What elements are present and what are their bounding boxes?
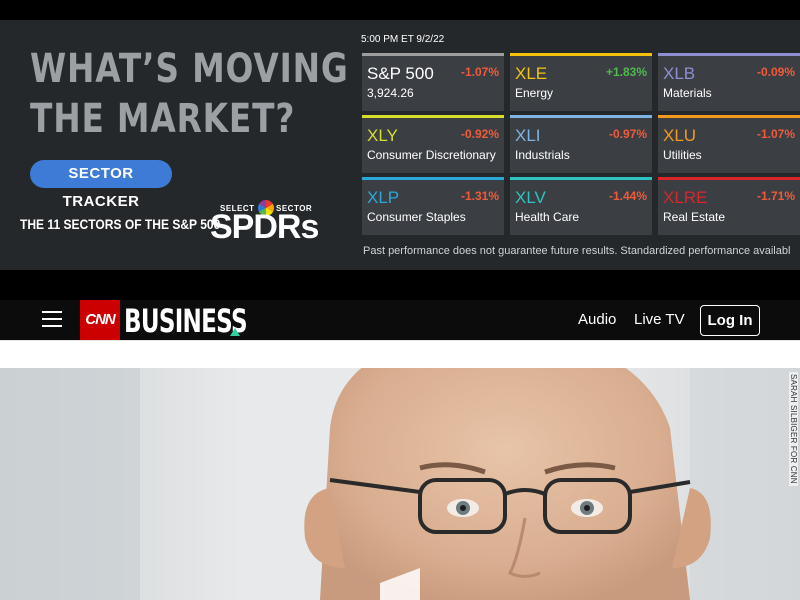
- sector-name: Utilities: [663, 148, 702, 162]
- sector-symbol: XLE: [515, 64, 548, 83]
- sector-change: -1.31%: [460, 189, 499, 203]
- nav-live-tv-link[interactable]: Live TV: [634, 311, 685, 328]
- sector-symbol: XLU: [663, 126, 697, 145]
- sector-symbol: XLB: [663, 64, 696, 83]
- sector-grid: S&P 500 -1.07% 3,924.26 XLE +1.83% Energy XLB -…: [362, 53, 800, 235]
- sector-tracker-ad[interactable]: WHAT’S MOVING THE MARKET? SECTOR TRACKER…: [0, 20, 800, 270]
- sector-tile[interactable]: XLE +1.83% Energy: [510, 53, 652, 111]
- hero-image[interactable]: SARAH SILBIGER FOR CNN: [0, 368, 800, 600]
- sector-symbol: S&P 500: [367, 64, 434, 83]
- market-timestamp: 5:00 PM ET 9/2/22: [361, 34, 445, 45]
- hero-photo-portrait: [0, 368, 800, 600]
- content-spacer: [0, 340, 800, 368]
- ad-headline-line1: WHAT’S MOVING: [30, 46, 349, 92]
- sector-tile[interactable]: XLV -1.44% Health Care: [510, 177, 652, 235]
- sector-name: Energy: [515, 86, 554, 100]
- ad-headline-line2: THE MARKET?: [30, 96, 296, 142]
- sector-change: -0.09%: [756, 65, 795, 79]
- header-spacer: [0, 270, 800, 300]
- sector-name: 3,924.26: [367, 86, 414, 100]
- sector-symbol: XLY: [367, 126, 398, 145]
- sector-name: Industrials: [515, 148, 570, 162]
- sector-change: -1.07%: [460, 65, 499, 79]
- ad-tagline: THE 11 SECTORS OF THE S&P 500: [20, 216, 221, 232]
- sector-change: -1.44%: [608, 189, 647, 203]
- sector-name: Consumer Staples: [367, 210, 466, 224]
- sector-tile[interactable]: XLP -1.31% Consumer Staples: [362, 177, 504, 235]
- sector-name: Consumer Discretionary: [367, 148, 496, 162]
- sector-symbol: XLI: [515, 126, 541, 145]
- spdr-logo: SELECT SECTOR SPDRs: [210, 200, 340, 246]
- spdr-wordmark: SPDRs: [210, 208, 319, 246]
- sector-change: -0.97%: [608, 127, 647, 141]
- sector-name: Materials: [663, 86, 712, 100]
- spdr-select-text: SELECT: [220, 204, 255, 213]
- sector-name: Real Estate: [663, 210, 726, 224]
- sector-tile[interactable]: XLI -0.97% Industrials: [510, 115, 652, 173]
- sector-change: -0.92%: [460, 127, 499, 141]
- spdr-wheel-icon: [258, 200, 274, 216]
- photo-credit: SARAH SILBIGER FOR CNN: [789, 372, 798, 486]
- sector-change: -1.71%: [756, 189, 795, 203]
- ad-disclaimer: Past performance does not guarantee futu…: [363, 245, 791, 257]
- sector-tracker-button[interactable]: SECTOR TRACKER: [30, 160, 172, 210]
- business-section-logo[interactable]: BUSINESS: [124, 302, 248, 340]
- sector-tile[interactable]: S&P 500 -1.07% 3,924.26: [362, 53, 504, 111]
- sector-symbol: XLRE: [663, 188, 708, 207]
- spdr-sector-text: SECTOR: [276, 204, 313, 213]
- sector-symbol: XLP: [367, 188, 400, 207]
- sector-tile[interactable]: XLU -1.07% Utilities: [658, 115, 800, 173]
- cnn-logo[interactable]: CNN: [80, 300, 120, 340]
- login-button[interactable]: Log In: [700, 305, 760, 336]
- ad-headline: WHAT’S MOVING THE MARKET?: [30, 44, 349, 144]
- sector-change: -1.07%: [756, 127, 795, 141]
- nav-audio-link[interactable]: Audio: [578, 311, 617, 328]
- sector-symbol: XLV: [515, 188, 546, 207]
- site-header: CNN BUSINESS Audio Live TV Log In: [0, 300, 800, 340]
- sector-tile[interactable]: XLRE -1.71% Real Estate: [658, 177, 800, 235]
- top-strip: [0, 0, 800, 20]
- sector-tile[interactable]: XLY -0.92% Consumer Discretionary: [362, 115, 504, 173]
- menu-icon[interactable]: [42, 311, 62, 329]
- sector-name: Health Care: [515, 210, 580, 224]
- sector-tile[interactable]: XLB -0.09% Materials: [658, 53, 800, 111]
- business-triangle-icon: [230, 328, 240, 336]
- sector-change: +1.83%: [605, 65, 647, 79]
